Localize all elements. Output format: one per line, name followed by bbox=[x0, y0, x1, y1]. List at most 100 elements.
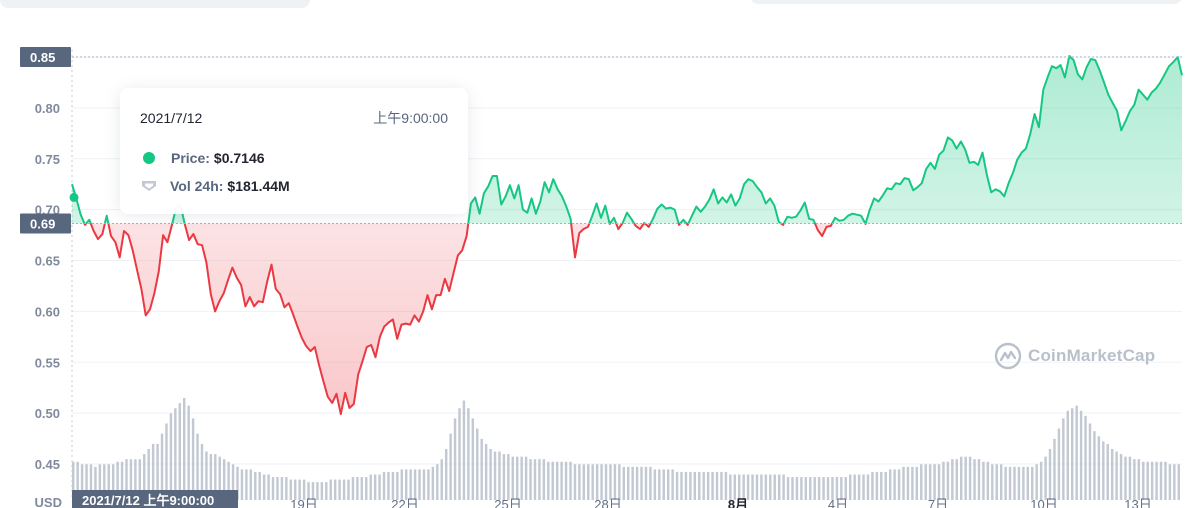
volume-bar bbox=[831, 477, 834, 500]
volume-bar bbox=[120, 461, 124, 500]
x-tick-label: 8月 bbox=[728, 497, 748, 508]
volume-bar bbox=[493, 451, 497, 500]
volume-bar bbox=[613, 464, 617, 500]
volume-bar bbox=[89, 464, 93, 500]
price-line bbox=[69, 55, 1183, 416]
volume-bar bbox=[431, 466, 435, 500]
volume-bar bbox=[311, 482, 315, 500]
volume-bar bbox=[1155, 461, 1158, 500]
volume-bar bbox=[955, 459, 959, 500]
volume-bar bbox=[276, 477, 279, 500]
reference-price-badge bbox=[20, 213, 71, 234]
volume-bar bbox=[524, 456, 528, 500]
volume-bar bbox=[476, 428, 479, 500]
volume-bar bbox=[555, 461, 559, 500]
volume-bar bbox=[214, 454, 217, 500]
price-badges: 0.85 0.69 2021/7/12 上午9:00:00 bbox=[20, 47, 238, 508]
volume-bar bbox=[289, 479, 293, 500]
volume-bar bbox=[760, 474, 763, 500]
volume-bar bbox=[915, 466, 919, 500]
volume-bar bbox=[773, 474, 776, 500]
coinmarketcap-logo-icon bbox=[994, 342, 1022, 370]
volume-bar bbox=[98, 464, 102, 500]
volume-bar bbox=[977, 459, 981, 500]
volume-bar bbox=[675, 471, 679, 500]
volume-bar bbox=[1075, 405, 1078, 500]
volume-bar bbox=[1062, 418, 1065, 500]
volume-bar bbox=[1142, 461, 1145, 500]
volume-bar bbox=[1110, 449, 1114, 500]
volume-bar bbox=[653, 469, 657, 500]
tooltip-volume-value: $181.44M bbox=[227, 178, 290, 194]
volume-bar bbox=[551, 461, 554, 500]
volume-bar bbox=[951, 459, 954, 500]
volume-bar bbox=[1093, 431, 1096, 500]
volume-bar bbox=[738, 474, 741, 500]
chart-tooltip: 2021/7/12 上午9:00:00 Price: $0.7146 Vol 2… bbox=[120, 88, 468, 214]
cursor-date-badge bbox=[72, 490, 238, 508]
volume-bar bbox=[817, 477, 821, 500]
volume-bar bbox=[533, 459, 537, 500]
volume-bar bbox=[236, 466, 239, 500]
volume-bar bbox=[1164, 461, 1167, 500]
y-tick-label: 0.60 bbox=[35, 304, 60, 319]
volume-bar bbox=[347, 479, 350, 500]
volume-bar bbox=[178, 403, 182, 500]
volume-bar bbox=[968, 456, 972, 500]
volume-bar bbox=[249, 469, 253, 500]
volume-bar bbox=[360, 477, 364, 500]
volume-bar bbox=[391, 471, 395, 500]
volume-bar bbox=[906, 466, 910, 500]
top-toolbar-left bbox=[0, 0, 310, 8]
volume-bar bbox=[387, 471, 390, 500]
volume-bar bbox=[871, 471, 874, 500]
top-toolbar-right bbox=[750, 0, 1182, 4]
volume-bar bbox=[911, 466, 914, 500]
volume-bar bbox=[1097, 436, 1101, 500]
volume-bar bbox=[928, 464, 932, 500]
volume-bar bbox=[94, 466, 97, 500]
volume-bar bbox=[755, 474, 759, 500]
volume-bar bbox=[129, 459, 133, 500]
volume-bar bbox=[751, 474, 754, 500]
volume-bar bbox=[502, 454, 506, 500]
volume-bar bbox=[680, 471, 683, 500]
volume-bar bbox=[72, 461, 75, 500]
volume-bar bbox=[396, 471, 399, 500]
volume-bar bbox=[418, 469, 421, 500]
volume-bar bbox=[764, 474, 768, 500]
volume-bar bbox=[702, 471, 705, 500]
volume-bar bbox=[1039, 461, 1043, 500]
volume-bar bbox=[813, 477, 816, 500]
volume-bar bbox=[1084, 415, 1087, 500]
volume-bar bbox=[999, 464, 1003, 500]
price-line-up bbox=[71, 55, 1183, 224]
volume-bar bbox=[897, 469, 901, 500]
volume-bar bbox=[196, 433, 199, 500]
reference-line bbox=[72, 56, 1182, 224]
watermark: CoinMarketCap bbox=[994, 342, 1155, 370]
volume-bar bbox=[547, 461, 550, 500]
volume-bar bbox=[262, 474, 266, 500]
volume-bar bbox=[462, 400, 466, 500]
volume-bar bbox=[1048, 449, 1052, 500]
volume-bar bbox=[666, 469, 670, 500]
volume-bar bbox=[1173, 464, 1176, 500]
volume-bar bbox=[80, 464, 84, 500]
volume-bar bbox=[467, 408, 470, 500]
volume-bar bbox=[693, 471, 697, 500]
x-tick-label: 22日 bbox=[391, 497, 418, 508]
volume-bar bbox=[604, 464, 608, 500]
volume-bar bbox=[191, 418, 195, 500]
volume-bar bbox=[582, 464, 586, 500]
volume-bar bbox=[742, 474, 745, 500]
volume-bar bbox=[804, 477, 808, 500]
volume-bar bbox=[964, 456, 967, 500]
volume-bar bbox=[351, 477, 355, 500]
volume-bar bbox=[245, 469, 248, 500]
volume-bar bbox=[382, 471, 386, 500]
volume-bar bbox=[183, 398, 186, 500]
volume-bar bbox=[649, 466, 652, 500]
volume-bar bbox=[880, 471, 883, 500]
